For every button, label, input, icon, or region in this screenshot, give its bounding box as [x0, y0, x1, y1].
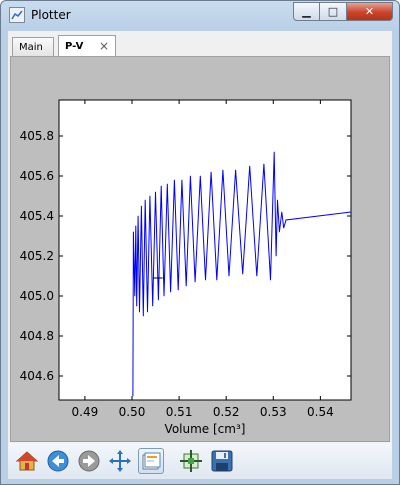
configure-subplots-icon	[180, 450, 202, 472]
data-point	[228, 275, 230, 277]
x-tick-label: 0.49	[72, 405, 99, 419]
tab-p-v[interactable]: P-V ×	[58, 35, 116, 57]
data-point	[277, 199, 278, 201]
data-point	[177, 289, 179, 291]
title-bar[interactable]: Plotter ▁ □ ✕	[1, 1, 399, 31]
pan-button[interactable]	[107, 448, 133, 474]
zoom-icon	[142, 452, 161, 470]
y-tick-label: 405.0	[20, 289, 54, 303]
data-point	[283, 227, 285, 229]
data-point	[216, 279, 218, 281]
pv-chart[interactable]: 0.49 0.50 0.51 0.52 0.53 0.54 404.6 404.8 405.0 4…	[11, 57, 389, 441]
data-point	[157, 299, 159, 301]
x-tick-label: 0.54	[307, 405, 334, 419]
home-icon	[15, 451, 39, 471]
x-tick-label: 0.53	[260, 405, 287, 419]
data-point	[142, 315, 144, 317]
data-point	[263, 163, 265, 165]
data-point	[199, 175, 201, 177]
data-point	[256, 275, 258, 277]
maximize-button[interactable]: □	[320, 2, 347, 21]
data-point	[136, 305, 138, 307]
data-point	[139, 311, 140, 313]
window-title: Plotter	[31, 8, 71, 22]
app-icon	[9, 7, 25, 23]
x-tick-label: 0.51	[166, 405, 193, 419]
forward-button[interactable]	[76, 448, 102, 474]
data-point	[273, 151, 275, 153]
data-point	[350, 211, 351, 213]
data-point	[249, 165, 251, 167]
x-tick-label: 0.50	[119, 405, 146, 419]
data-point	[190, 175, 191, 177]
data-point	[155, 191, 156, 193]
data-point	[235, 169, 237, 171]
pan-icon	[109, 450, 131, 472]
tab-main-label: Main	[19, 41, 43, 53]
data-point	[279, 231, 280, 233]
plot-toolbar	[8, 443, 392, 479]
data-point	[205, 279, 206, 281]
tab-p-v-label: P-V	[65, 41, 84, 52]
data-point	[275, 255, 277, 257]
data-point	[170, 291, 172, 293]
data-point	[134, 295, 136, 297]
x-tick-label: 0.52	[213, 405, 240, 419]
client-area: Main P-V × 0.49 0.50 0.51 0.52 0.53 0.54 404.6…	[8, 31, 392, 479]
y-tick-label: 404.8	[20, 329, 54, 343]
data-point	[149, 195, 151, 197]
data-point	[222, 169, 224, 171]
data-point	[137, 215, 139, 217]
data-point	[152, 305, 154, 307]
data-point	[135, 225, 137, 227]
data-point	[181, 179, 183, 181]
close-button[interactable]: ✕	[347, 2, 393, 21]
y-tick-label: 405.6	[20, 169, 54, 183]
data-point	[141, 205, 142, 207]
data-point	[210, 171, 212, 173]
data-point	[147, 311, 148, 313]
y-tick-label: 405.2	[20, 249, 54, 263]
y-tick-label: 404.6	[20, 369, 54, 383]
data-point	[144, 199, 146, 201]
minimize-button[interactable]: ▁	[293, 2, 320, 21]
configure-subplots-button[interactable]	[178, 448, 204, 474]
save-button[interactable]	[209, 448, 235, 474]
window-controls: ▁ □ ✕	[293, 2, 393, 22]
data-point	[242, 273, 244, 275]
forward-icon	[78, 450, 100, 472]
data-point	[185, 285, 187, 287]
x-axis-label: Volume [cm³]	[165, 422, 246, 436]
data-point	[163, 295, 165, 297]
plot-area	[58, 99, 352, 401]
y-tick-label: 405.8	[20, 129, 54, 143]
data-point	[285, 219, 287, 221]
tab-close-icon[interactable]: ×	[98, 39, 109, 53]
data-point	[281, 211, 283, 213]
data-point	[270, 279, 271, 281]
tab-bar: Main P-V ×	[8, 31, 392, 57]
data-point	[166, 183, 168, 185]
plot-panel: 0.49 0.50 0.51 0.52 0.53 0.54 404.6 404.8 405.0 4…	[10, 56, 390, 442]
data-point	[194, 281, 196, 283]
save-icon	[211, 450, 233, 472]
back-button[interactable]	[45, 448, 71, 474]
data-point	[173, 179, 175, 181]
data-point	[160, 185, 162, 187]
home-button[interactable]	[14, 448, 40, 474]
tab-main[interactable]: Main	[12, 37, 54, 56]
data-point	[132, 395, 134, 397]
zoom-button[interactable]	[138, 448, 164, 474]
y-tick-label: 405.4	[20, 209, 54, 223]
back-icon	[47, 450, 69, 472]
data-point	[133, 231, 134, 233]
